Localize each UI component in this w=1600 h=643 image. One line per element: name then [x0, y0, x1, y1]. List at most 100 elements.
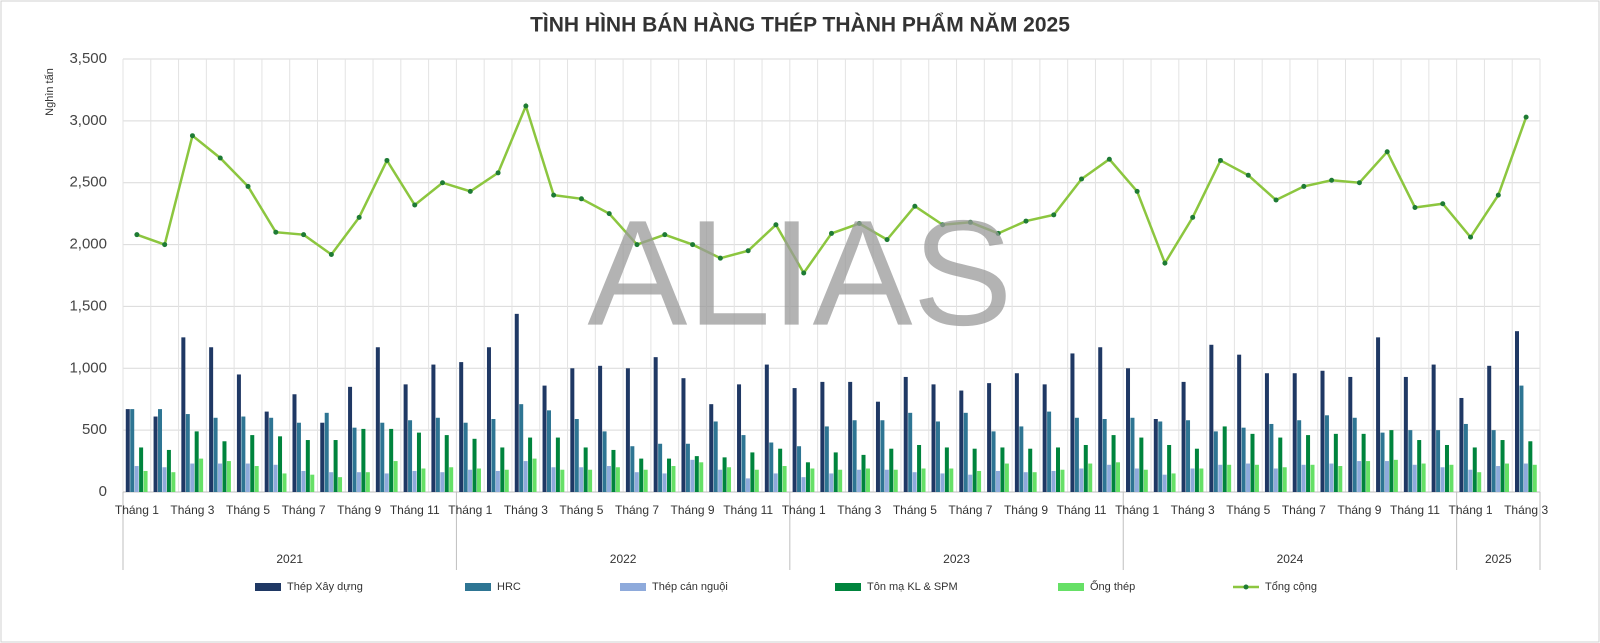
x-tick-label: Tháng 1: [782, 503, 826, 517]
group-label: 2022: [610, 552, 637, 566]
bar: [917, 444, 922, 492]
bar: [778, 448, 783, 492]
x-tick-label: Tháng 11: [1057, 503, 1107, 517]
line-marker: [1329, 177, 1335, 183]
line-marker: [690, 242, 696, 248]
bar: [199, 458, 204, 492]
bar: [361, 428, 366, 492]
bar: [1528, 441, 1533, 492]
bar: [838, 469, 843, 492]
line-marker: [1356, 180, 1362, 186]
x-tick-label: Tháng 3: [170, 503, 214, 517]
legend-label: Thép Xây dựng: [287, 581, 363, 593]
bar: [250, 435, 255, 492]
bar: [570, 368, 575, 492]
bar: [602, 431, 607, 492]
bar: [1491, 430, 1496, 492]
bar: [528, 437, 533, 492]
bar: [1158, 421, 1163, 492]
bar: [709, 404, 714, 492]
bar: [194, 431, 199, 492]
x-tick-label: Tháng 3: [837, 503, 881, 517]
bar: [416, 432, 421, 492]
bar: [1412, 464, 1417, 492]
bar: [1186, 420, 1191, 492]
bar: [241, 416, 246, 492]
bar: [912, 472, 917, 492]
x-tick-label: Tháng 9: [671, 503, 715, 517]
bar: [1162, 474, 1167, 492]
bar: [472, 438, 477, 492]
legend-swatch: [620, 583, 646, 591]
line-marker: [1217, 157, 1223, 163]
x-tick-label: Tháng 9: [1004, 503, 1048, 517]
legend-swatch: [465, 583, 491, 591]
bar: [1504, 463, 1509, 492]
bar: [1213, 431, 1218, 492]
y-tick-label: 1,500: [69, 297, 107, 314]
x-tick-label: Tháng 7: [282, 503, 326, 517]
watermark: ALIAS: [587, 189, 1012, 357]
bar: [166, 449, 171, 492]
bar: [1463, 423, 1468, 492]
bar: [1389, 430, 1394, 492]
bar: [375, 347, 380, 492]
bar: [162, 467, 167, 492]
group-label: 2025: [1485, 552, 1512, 566]
bar: [833, 452, 838, 492]
bar: [848, 381, 853, 492]
bar: [1352, 417, 1357, 492]
bar: [158, 409, 163, 492]
x-tick-label: Tháng 5: [226, 503, 270, 517]
bar: [1074, 417, 1079, 492]
x-tick-label: Tháng 1: [115, 503, 159, 517]
bar: [486, 347, 491, 492]
bar: [630, 446, 635, 492]
line-marker: [1023, 218, 1029, 224]
bar: [977, 470, 982, 492]
x-tick-label: Tháng 5: [559, 503, 603, 517]
bar: [555, 437, 560, 492]
x-tick-label: Tháng 3: [504, 503, 548, 517]
line-marker: [134, 232, 140, 238]
bar: [1032, 472, 1037, 492]
legend-label: HRC: [497, 581, 521, 593]
bar: [523, 461, 528, 492]
bar: [185, 414, 190, 492]
bar: [273, 464, 278, 492]
bar: [769, 442, 774, 492]
bar: [278, 436, 283, 492]
legend-swatch: [835, 583, 861, 591]
x-tick-label: Tháng 7: [615, 503, 659, 517]
bar: [1102, 419, 1107, 492]
plot-area: 0 500 1,000 1,500 2,000 2,500 3,000 3,500 2021 20…: [69, 50, 1548, 593]
bar: [681, 378, 686, 492]
bar: [134, 466, 139, 492]
bar: [1264, 373, 1269, 492]
bar: [1209, 344, 1214, 492]
line-marker: [1468, 234, 1474, 240]
bar: [1222, 426, 1227, 492]
bar: [1403, 376, 1408, 492]
bar: [519, 404, 524, 492]
bar: [348, 386, 353, 492]
bar: [1449, 464, 1454, 492]
bar: [1227, 464, 1232, 492]
x-tick-label: Tháng 7: [1282, 503, 1326, 517]
bar: [588, 469, 593, 492]
line-marker: [328, 251, 334, 257]
bar: [991, 431, 996, 492]
bar: [1047, 411, 1052, 492]
bar: [611, 449, 616, 492]
bar: [745, 478, 750, 492]
bar: [1468, 469, 1473, 492]
bar: [1143, 469, 1148, 492]
bar: [1357, 461, 1362, 492]
bar: [1431, 364, 1436, 492]
bar: [282, 473, 287, 492]
bar: [264, 411, 269, 492]
y-tick-label: 2,500: [69, 174, 107, 191]
bar: [625, 368, 630, 492]
bar: [1042, 384, 1047, 492]
legend-swatch: [255, 583, 281, 591]
